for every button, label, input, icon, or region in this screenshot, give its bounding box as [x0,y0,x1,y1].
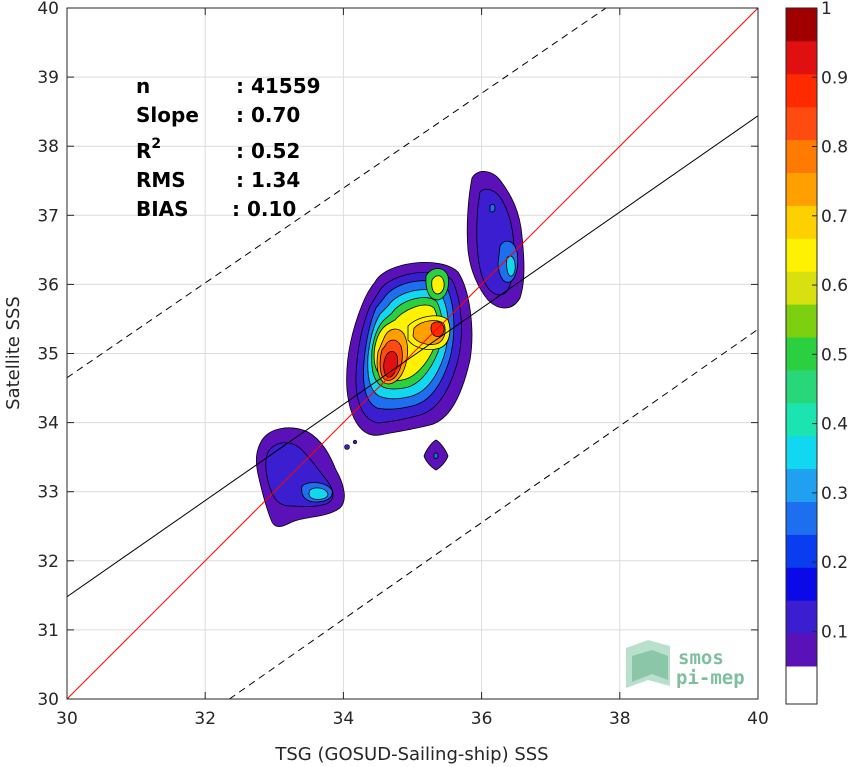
colorbar-segment [786,369,817,404]
colorbar-segment [786,304,817,338]
y-tick-label: 32 [37,552,59,572]
colorbar-segment [786,501,817,535]
density-contours [255,171,525,527]
y-tick-label: 39 [37,68,59,88]
colorbar-tick-label: 0.8 [821,138,848,158]
y-tick-label: 40 [37,0,59,19]
y-axis-ticks: 30 31 32 33 34 35 36 37 38 39 40 [37,0,758,710]
colorbar-segment [786,567,817,601]
contour-upper-0.4 [506,255,516,277]
logo-smos: smos [678,647,724,669]
stat-r2-base: R [136,139,151,163]
stat-bias-label: BIAS [136,197,189,221]
colorbar-segment [786,633,817,667]
stat-rms-label: RMS [136,168,186,192]
contour-level-0.9 [383,351,399,378]
colorbar-tick-label: 0.7 [821,207,848,227]
colorbar-tick-label: 0.1 [821,622,848,642]
y-axis-label: Satellite SSS [3,296,24,410]
x-tick-label: 38 [609,709,631,729]
y-tick-label: 30 [37,690,59,710]
stat-slope-label: Slope [136,103,199,127]
x-tick-label: 40 [747,709,769,729]
x-axis-ticks: 30 32 34 36 38 40 [56,8,769,729]
colorbar-segment [786,40,817,75]
colorbar-tick-label: 0.9 [821,68,848,88]
y-tick-label: 37 [37,206,59,226]
y-tick-label: 38 [37,137,59,157]
colorbar-tick-label: 0.6 [821,276,848,296]
contour-top-0.6 [431,275,445,295]
colorbar-segment [786,666,817,704]
colorbar-tick-label: 1 [821,0,832,19]
colorbar-segment [786,73,817,108]
y-tick-label: 34 [37,414,59,434]
colorbar-segment [786,172,817,206]
colorbar-segment [786,534,817,568]
x-axis-label: TSG (GOSUD-Sailing-ship) SSS [274,744,548,765]
colorbar-tick-label: 0.4 [821,415,848,435]
colorbar-segment [786,337,817,371]
contour-speck [344,444,350,450]
stat-bias-value: : 0.10 [232,197,296,221]
colorbar-tick-label: 0.5 [821,345,848,365]
contour-upper-dot [489,203,496,213]
smos-pimep-logo: smos pi-mep [626,640,745,689]
colorbar [786,8,817,704]
colorbar-segment [786,402,817,437]
x-tick-label: 32 [194,709,216,729]
regression-line [67,115,758,598]
y-tick-label: 31 [37,621,59,641]
y-tick-label: 33 [37,483,59,503]
colorbar-segment [786,139,817,173]
contour-speck [352,439,358,445]
colorbar-segment [786,600,817,634]
colorbar-segment [786,468,817,502]
stat-n-label: n [136,74,150,98]
y-tick-label: 35 [37,345,59,365]
colorbar-tick-label: 0.2 [821,553,848,573]
x-tick-label: 36 [471,709,493,729]
contour-lower-0.4 [308,487,329,500]
stat-r2-label: R2 [136,136,161,163]
x-tick-label: 30 [56,709,78,729]
fit-lines [67,8,758,699]
stat-r2-sup: 2 [151,136,161,152]
stat-n-value: : 41559 [236,74,321,98]
colorbar-segment [786,106,817,141]
colorbar-segment [786,205,817,239]
x-tick-label: 34 [333,709,355,729]
colorbar-segment [786,435,817,470]
identity-line [67,8,758,699]
colorbar-segment [786,271,817,305]
stats-box: n : 41559 Slope : 0.70 R2 : 0.52 RMS : 1… [136,74,321,221]
colorbar-tick-label: 0.3 [821,484,848,504]
colorbar-segment [786,8,817,42]
upper-bound-line [67,8,607,379]
logo-pimep: pi-mep [676,667,745,689]
colorbar-segment [786,238,817,272]
contour-isolated-dot [433,452,439,459]
colorbar-ticks: 0.1 0.2 0.3 0.4 0.5 0.6 0.7 0.8 0.9 1 [812,0,848,642]
stat-r2-value: : 0.52 [236,139,300,163]
stat-slope-value: : 0.70 [236,103,300,127]
stat-rms-value: : 1.34 [236,168,300,192]
y-tick-label: 36 [37,275,59,295]
colorbar-frame [785,7,818,705]
